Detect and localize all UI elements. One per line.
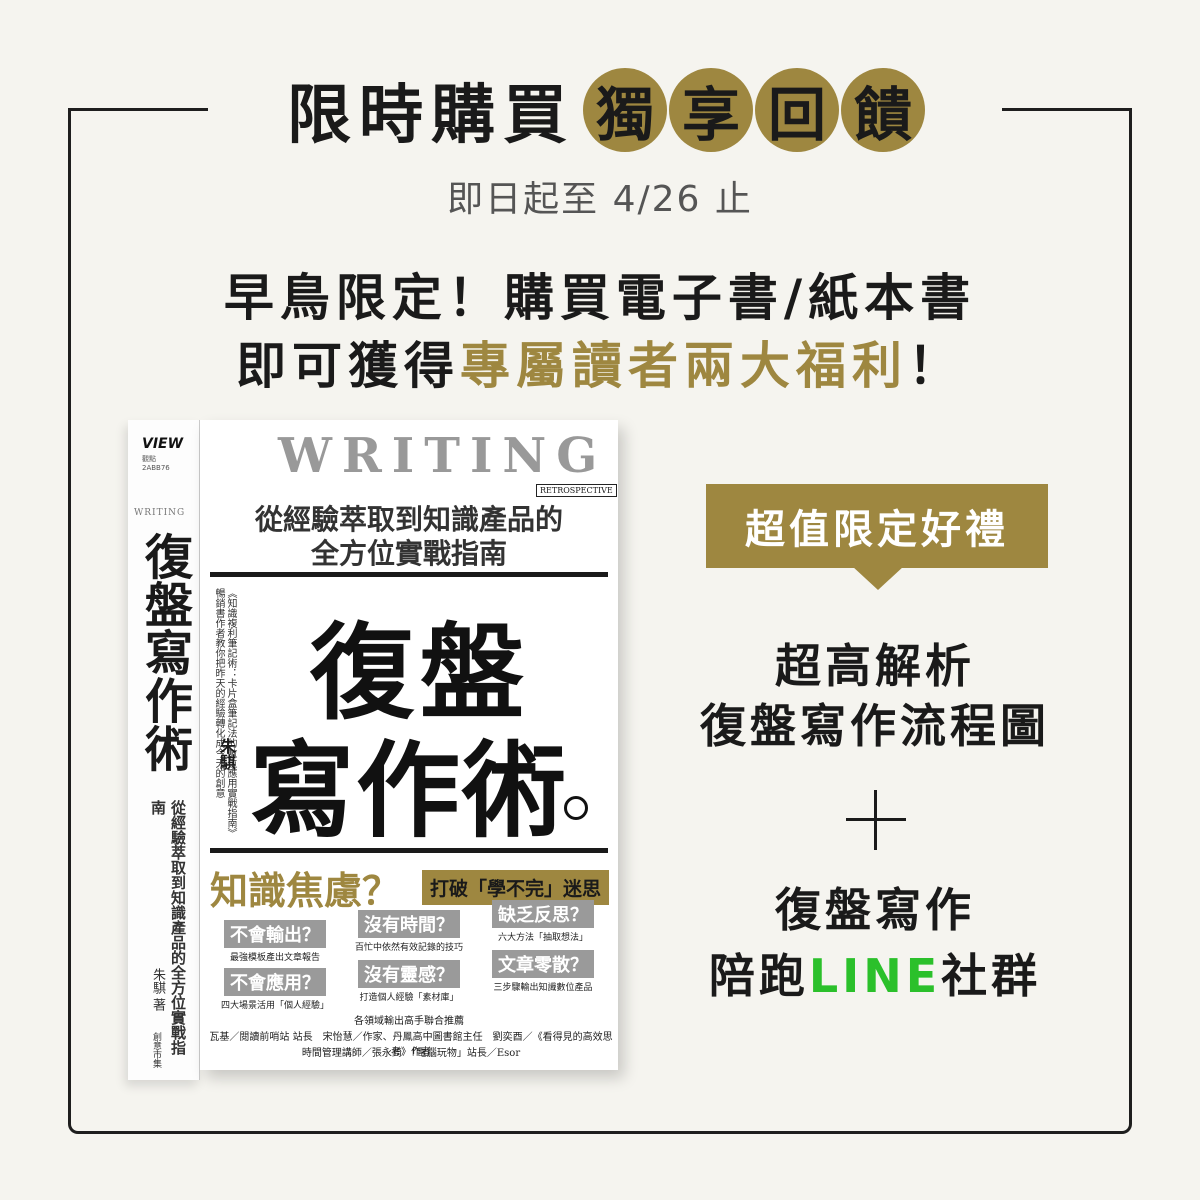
gift-1-line-1: 超高解析 xyxy=(775,639,975,693)
cover-question: 缺乏反思？ 六大方法「抽取想法」 xyxy=(476,900,610,943)
question-desc: 百忙中依然有效記錄的技巧 xyxy=(354,943,463,953)
promo-line-2-end: ！ xyxy=(908,337,964,395)
promo-line-2-gold: 專屬讀者兩大福利 xyxy=(460,337,908,395)
publisher-logo-sub: 觀點 xyxy=(142,455,156,463)
promo-line-2: 即可獲得專屬讀者兩大福利！ xyxy=(0,326,1200,398)
cover-writing: WRITING xyxy=(278,428,608,484)
question-desc: 六大方法「抽取想法」 xyxy=(497,933,588,943)
book-cover: WRITING RETROSPECTIVE 從經驗萃取到知識產品的 全方位實戰指… xyxy=(200,420,618,1070)
headline: 限時購買 獨 享 回 饋 xyxy=(216,68,996,153)
question-desc: 三步驟輸出知識數位產品 xyxy=(493,983,593,993)
gift-1-line-2: 復盤寫作流程圖 xyxy=(700,699,1050,753)
cover-rule xyxy=(210,848,608,853)
frame-top-left-segment xyxy=(68,108,208,111)
cover-question: 不會輸出？ 最強模板產出文章報告 xyxy=(208,920,342,963)
cover-myth-tag: 打破「學不完」迷思 xyxy=(422,870,610,905)
cover-question: 沒有時間？ 百忙中依然有效記錄的技巧 xyxy=(342,910,476,953)
retrospective-label: RETROSPECTIVE xyxy=(536,484,617,497)
question-tag: 缺乏反思？ xyxy=(492,900,594,928)
question-desc: 最強模板產出文章報告 xyxy=(229,953,320,963)
cover-subtitle-1: 從經驗萃取到知識產品的 xyxy=(254,503,563,536)
cover-title-line-1: 復盤 xyxy=(310,611,531,734)
plus-icon-vertical xyxy=(874,790,877,850)
spine-subtitle: 從經驗萃取到知識產品的全方位實戰指南 xyxy=(149,800,187,1055)
question-tag: 沒有時間？ xyxy=(358,910,460,938)
line-brand: LINE xyxy=(808,949,942,1003)
cover-title-line-2: 寫作術 xyxy=(250,729,569,852)
cover-rule xyxy=(210,572,608,577)
frame-top-right-segment xyxy=(1002,108,1132,111)
cover-anxiety: 知識焦慮？ xyxy=(210,868,401,913)
cover-question-grid: 不會輸出？ 最強模板產出文章報告 沒有時間？ 百忙中依然有效記錄的技巧 缺乏反思… xyxy=(208,900,610,1030)
gift-2-line-2: 陪跑LINE社群 xyxy=(660,940,1090,1006)
question-tag: 不會應用？ xyxy=(224,968,326,996)
book-code: 2ABB76 xyxy=(142,464,170,472)
gift-banner-pointer xyxy=(852,566,904,590)
cover-vertical-text: 《知識複利筆記術：卡片盒筆記法的數位應用實戰指南》暢銷書作者教你把昨天的經驗轉化… xyxy=(213,588,236,838)
book-spine: VIEW 觀點 2ABB76 WRITING 復盤寫作術 從經驗萃取到知識產品的… xyxy=(128,420,200,1080)
question-tag: 文章零散？ xyxy=(492,950,594,978)
cover-subtitle-2: 全方位實戰指南 xyxy=(310,537,507,570)
spine-writing: WRITING xyxy=(134,508,186,518)
cover-question: 不會應用？ 四大場景活用「個人經驗」 xyxy=(208,968,342,1011)
question-desc: 四大場景活用「個人經驗」 xyxy=(220,1001,329,1011)
question-tag: 不會輸出？ xyxy=(224,920,326,948)
spine-publisher: 創意市集 xyxy=(151,1032,161,1068)
headline-gold-char: 饋 xyxy=(841,68,925,152)
headline-gold-group: 獨 享 回 饋 xyxy=(583,68,925,152)
recommend-line-1: 瓦基／閱讀前哨站 站長 宋怡慧／作家、丹鳳高中圖書館主任 劉奕酉／《看得見的高效… xyxy=(209,1032,613,1058)
headline-gold-char: 獨 xyxy=(583,68,667,152)
gift-2-line-1: 復盤寫作 xyxy=(775,883,975,937)
gift-2-suffix: 社群 xyxy=(941,949,1042,1003)
plus-icon xyxy=(846,790,906,850)
recommend-line-2: 時間管理講師／張永錡 「電腦玩物」站長／Esor xyxy=(301,1048,521,1059)
question-tag: 沒有靈感？ xyxy=(358,960,460,988)
book-image: VIEW 觀點 2ABB76 WRITING 復盤寫作術 從經驗萃取到知識產品的… xyxy=(128,420,618,1080)
cover-question: 文章零散？ 三步驟輸出知識數位產品 xyxy=(476,950,610,993)
question-desc: 打造個人經驗「素材庫」 xyxy=(359,993,459,1003)
cover-period-mark xyxy=(564,796,588,820)
promo-period: 即日起至 4/26 止 xyxy=(447,179,753,220)
headline-plain: 限時購買 xyxy=(287,78,575,153)
spine-author: 朱騏 著 xyxy=(150,968,165,1012)
cover-author: 朱騏 xyxy=(217,738,236,770)
promo-line-1: 早鳥限定！購買電子書/紙本書 xyxy=(223,269,977,327)
promo-line-2-plain: 即可獲得 xyxy=(236,337,460,395)
publisher-logo: VIEW xyxy=(142,436,184,452)
content-frame xyxy=(68,108,1132,1134)
gift-banner: 超值限定好禮 xyxy=(706,484,1048,568)
headline-gold-char: 回 xyxy=(755,68,839,152)
recommend-title: 各領域輸出高手聯合推薦 xyxy=(354,1016,464,1027)
cover-question: 沒有靈感？ 打造個人經驗「素材庫」 xyxy=(342,960,476,1003)
gift-2-prefix: 陪跑 xyxy=(708,949,809,1003)
spine-title: 復盤寫作術 xyxy=(136,532,192,772)
headline-gold-char: 享 xyxy=(669,68,753,152)
